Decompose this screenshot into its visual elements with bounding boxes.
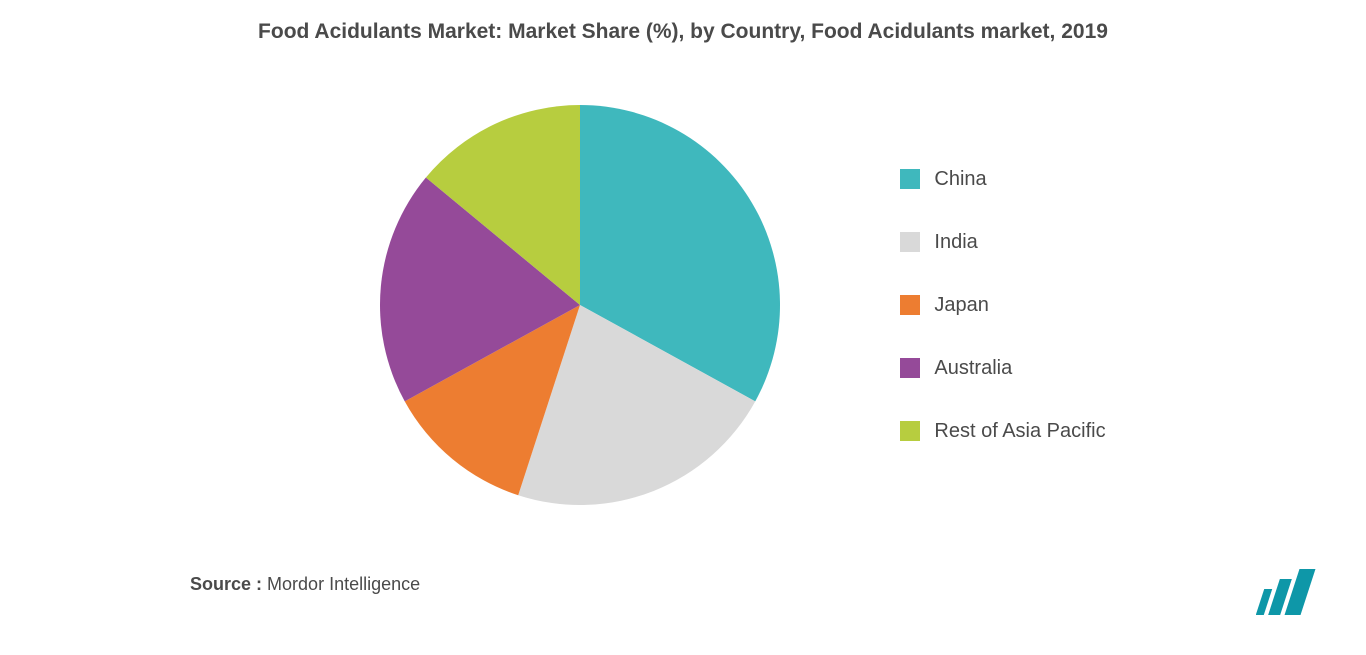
legend-item: Japan <box>900 294 1105 317</box>
legend-item: Rest of Asia Pacific <box>900 420 1105 443</box>
legend-swatch <box>900 421 920 441</box>
source-label: Source : <box>190 574 262 594</box>
legend-swatch <box>900 295 920 315</box>
legend-item: Australia <box>900 357 1105 380</box>
legend-label: Japan <box>934 294 989 317</box>
legend-swatch <box>900 169 920 189</box>
legend-item: China <box>900 168 1105 191</box>
legend: China India Japan Australia Rest of Asia Pac… <box>900 168 1105 443</box>
pie-chart <box>380 105 780 505</box>
legend-label: China <box>934 168 986 191</box>
legend-label: Rest of Asia Pacific <box>934 420 1105 443</box>
source-text: Mordor Intelligence <box>267 574 420 594</box>
mordor-logo-icon <box>1256 565 1326 615</box>
legend-item: India <box>900 231 1105 254</box>
legend-label: India <box>934 231 977 254</box>
chart-title: Food Acidulants Market: Market Share (%)… <box>0 0 1366 44</box>
chart-body: China India Japan Australia Rest of Asia Pac… <box>0 70 1366 540</box>
source-line: Source : Mordor Intelligence <box>190 574 420 595</box>
legend-swatch <box>900 232 920 252</box>
legend-label: Australia <box>934 357 1012 380</box>
legend-swatch <box>900 358 920 378</box>
